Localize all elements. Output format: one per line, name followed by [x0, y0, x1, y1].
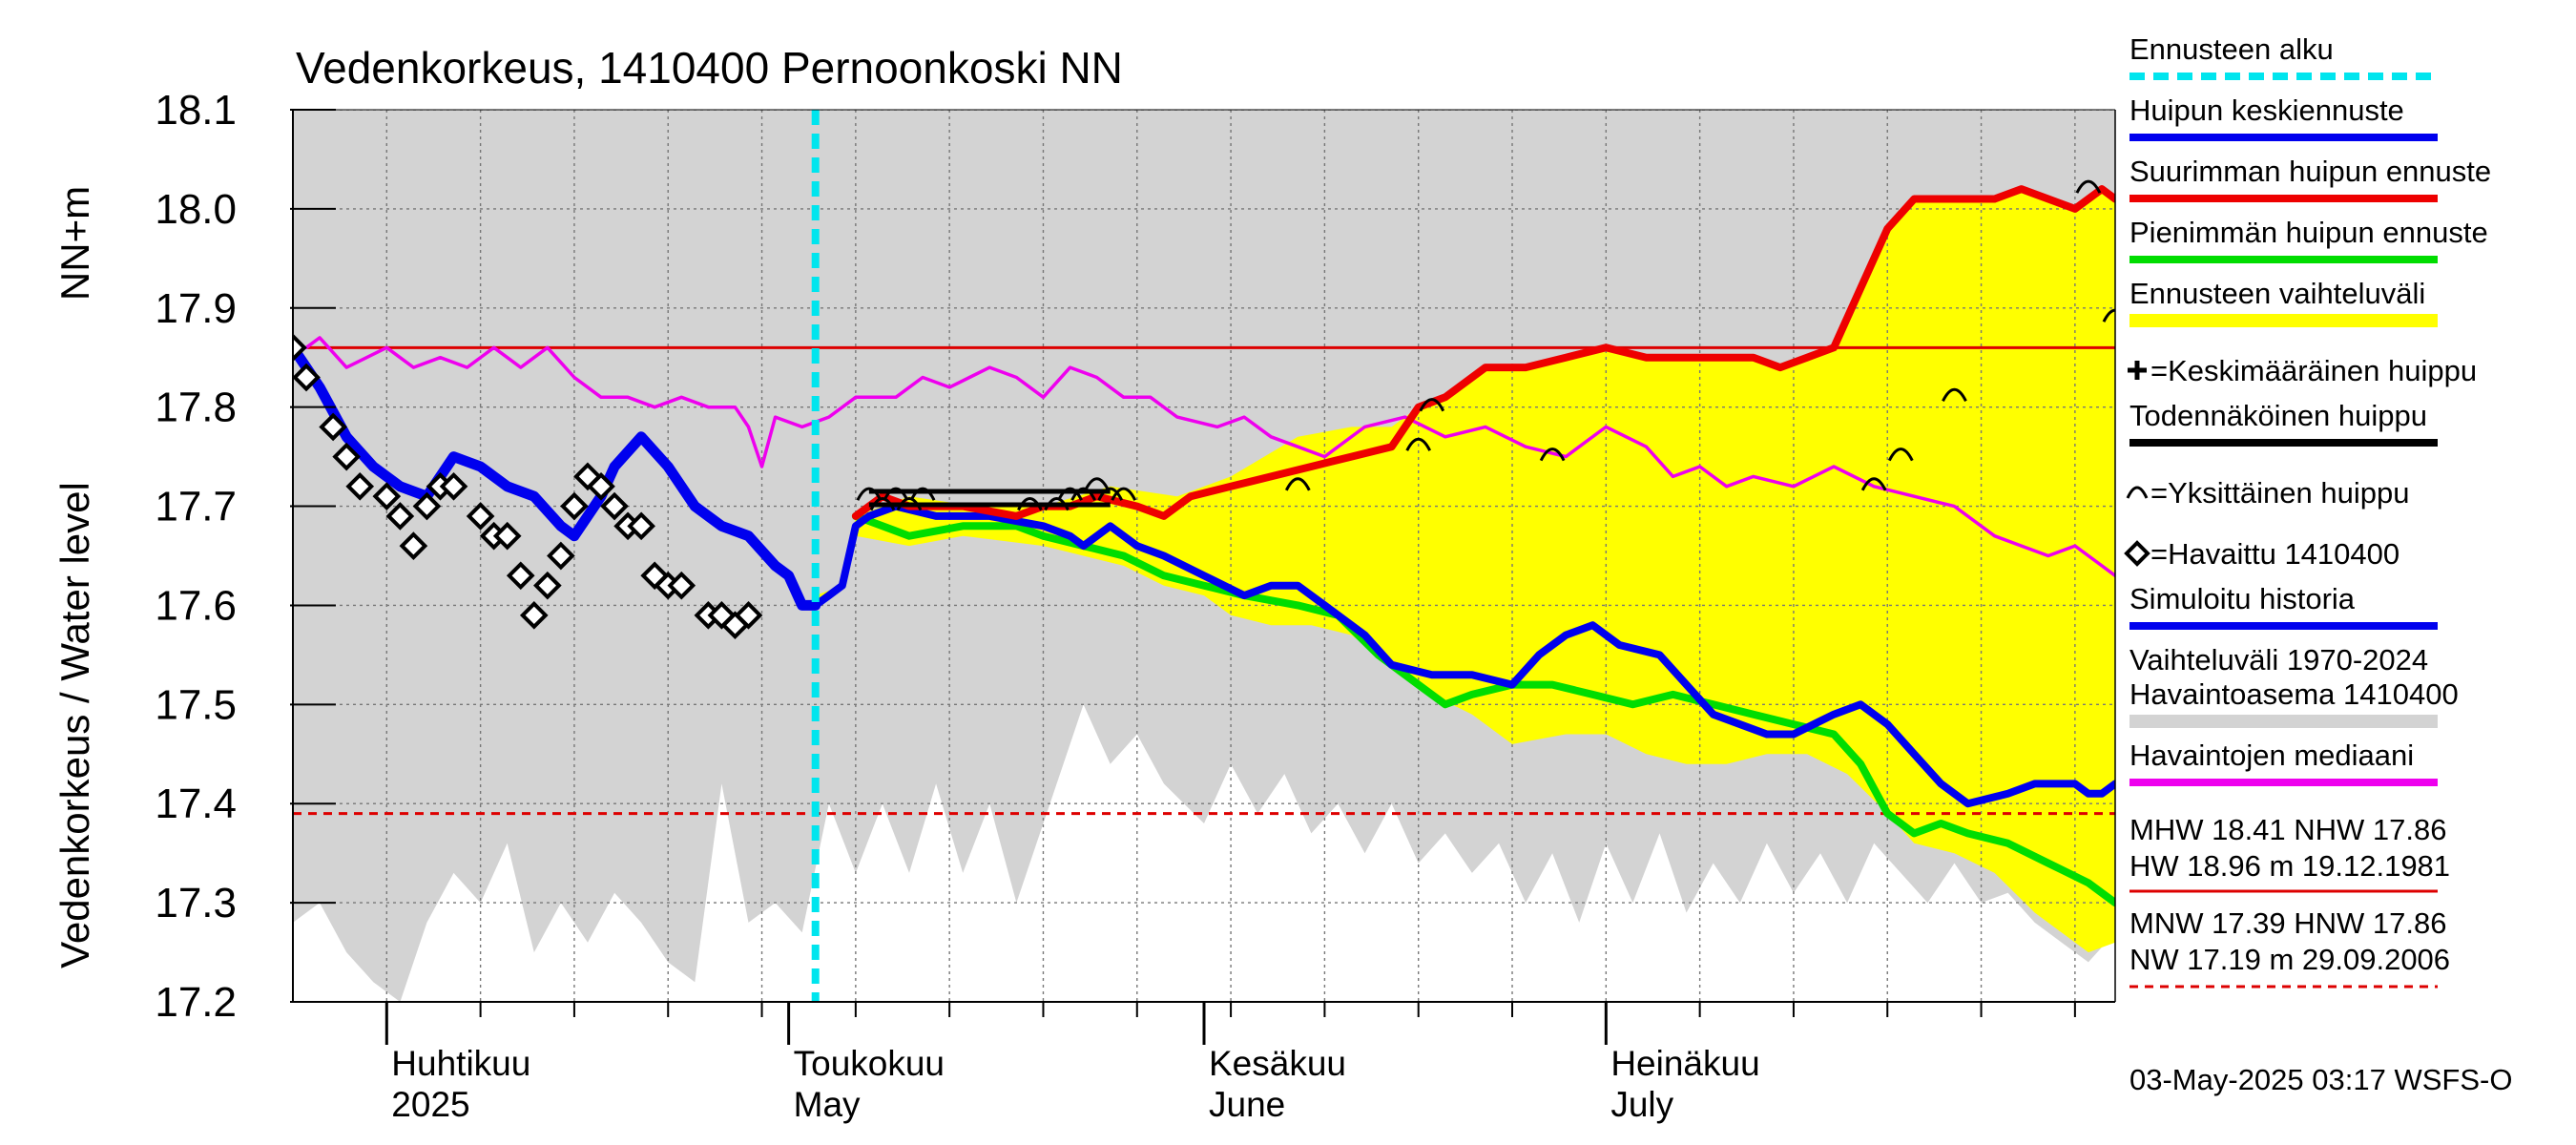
legend-label: Vaihteluväli 1970-2024: [2129, 643, 2428, 677]
series-line-simulated: [293, 342, 821, 611]
x-month-sublabel: July: [1610, 1085, 1673, 1124]
y-axis-label: Vedenkorkeus / Water level: [52, 482, 97, 968]
observed-point: [293, 363, 321, 392]
single-peak-marker: [1284, 477, 1311, 491]
y-tick-label: 17.5: [155, 681, 237, 728]
x-month-sublabel: 2025: [391, 1085, 469, 1124]
chart-title: Vedenkorkeus, 1410400 Pernoonkoski NN: [296, 43, 1123, 93]
single-peak-marker: [883, 487, 909, 501]
single-peak-marker: [1084, 477, 1110, 491]
y-tick-label: 17.3: [155, 880, 237, 926]
legend-diamond-icon: [2124, 540, 2150, 567]
observed-point: [385, 502, 415, 531]
x-month-label: Heinäkuu: [1610, 1044, 1759, 1083]
single-peak-marker: [1419, 398, 1445, 412]
x-month-sublabel: June: [1209, 1085, 1285, 1124]
observed-point: [293, 333, 307, 363]
legend-label: Ennusteen alku: [2129, 32, 2334, 66]
legend-label: Ennusteen vaihteluväli: [2129, 277, 2425, 310]
plot-area: [293, 110, 2115, 1002]
y-tick-label: 18.0: [155, 186, 237, 233]
y-tick-label: 17.2: [155, 979, 237, 1026]
single-peak-marker: [909, 487, 936, 501]
legend-arc-icon: [2126, 486, 2149, 499]
observed-point: [412, 491, 442, 521]
single-peak-marker: [1860, 477, 1887, 491]
legend-plus-icon: [2128, 361, 2147, 380]
legend-label: Havaintoasema 1410400: [2129, 677, 2459, 711]
observed-point: [519, 601, 549, 630]
series-line-mean: [811, 502, 2115, 808]
legend-label: Pienimmän huipun ennuste: [2129, 216, 2488, 249]
stats-high-line2: HW 18.96 m 19.12.1981: [2129, 849, 2450, 883]
observed-point: [667, 571, 696, 600]
legend-label: Huipun keskiennuste: [2129, 94, 2404, 127]
y-tick-label: 17.8: [155, 385, 237, 431]
single-peak-marker: [1017, 497, 1043, 511]
legend: Ennusteen alku Huipun keskiennuste Suurimm…: [2124, 32, 2491, 989]
observed-point: [319, 412, 347, 442]
y-tick-label: 18.1: [155, 87, 237, 134]
single-peak-marker: [896, 497, 923, 511]
observed-point: [372, 482, 402, 510]
observed-point: [560, 491, 589, 521]
single-peak-marker: [856, 487, 883, 501]
x-month-label: Toukokuu: [794, 1044, 945, 1083]
observed-point: [399, 531, 428, 560]
y-tick-label: 17.6: [155, 582, 237, 629]
observed-point: [492, 521, 522, 551]
single-peak-marker: [1070, 487, 1096, 501]
legend-label: =Yksittäinen huippu: [2150, 476, 2409, 510]
observed-point: [332, 442, 362, 471]
observed-point: [345, 471, 375, 501]
x-month-sublabel: May: [794, 1085, 861, 1124]
single-peak-marker: [1057, 487, 1083, 501]
observed-point: [533, 571, 562, 600]
x-month-label: Huhtikuu: [391, 1044, 530, 1083]
series-line-median: [304, 336, 2115, 578]
y-tick-label: 17.4: [155, 781, 237, 827]
legend-label: =Havaittu 1410400: [2150, 537, 2399, 571]
legend-label: Todennäköinen huippu: [2129, 399, 2427, 432]
stats-low-line2: NW 17.19 m 29.09.2006: [2129, 943, 2450, 976]
x-month-label: Kesäkuu: [1209, 1044, 1346, 1083]
axes: 17.2 17.3 17.4 17.5 17.6 17.7 17.8 17.9 18.0 18.1…: [155, 87, 2116, 1124]
single-peak-marker: [1539, 448, 1566, 462]
single-peak-marker: [869, 497, 896, 511]
legend-label: =Keskimääräinen huippu: [2150, 354, 2477, 387]
observed-point: [466, 502, 495, 531]
observed-point: [547, 541, 575, 571]
single-peak-marker: [2075, 179, 2102, 194]
observed-point: [439, 471, 468, 501]
y-tick-label: 17.9: [155, 285, 237, 332]
y-axis-unit: NN+m: [52, 186, 97, 301]
legend-label: Simuloitu historia: [2129, 582, 2356, 615]
single-peak-marker: [1887, 448, 1914, 462]
stats-low-line1: MNW 17.39 HNW 17.86: [2129, 906, 2447, 940]
single-peak-marker: [1044, 497, 1070, 511]
legend-label: Havaintojen mediaani: [2129, 739, 2414, 772]
single-peak-marker: [1097, 487, 1124, 501]
observed-point: [600, 491, 629, 521]
single-peak-marker: [1942, 387, 1967, 402]
single-peak-marker: [1111, 487, 1137, 501]
single-peak-marker: [1405, 437, 1432, 451]
y-tick-label: 17.7: [155, 484, 237, 531]
observed-point: [587, 471, 615, 501]
single-peak-marker: [2102, 308, 2115, 323]
observed-point: [627, 511, 655, 541]
forecast-range-band: [815, 189, 2115, 953]
stats-high-line1: MHW 18.41 NHW 17.86: [2129, 813, 2447, 846]
timestamp: 03-May-2025 03:17 WSFS-O: [2129, 1063, 2512, 1096]
legend-label: Suurimman huipun ennuste: [2129, 155, 2491, 188]
observed-point: [506, 561, 535, 591]
observed-point: [734, 601, 763, 630]
